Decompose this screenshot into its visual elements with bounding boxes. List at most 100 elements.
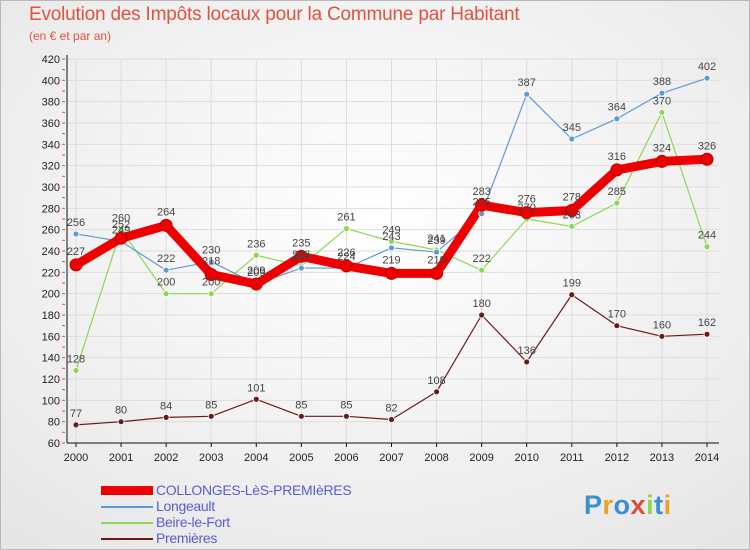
point-collonges — [204, 267, 218, 281]
logo-letter: x — [630, 490, 647, 520]
data-label-longeault: 249 — [112, 224, 130, 236]
data-label-collonges: 209 — [247, 265, 265, 277]
point-collonges — [69, 258, 83, 272]
point-premieres — [252, 395, 260, 403]
point-beire — [658, 108, 666, 116]
point-beire — [478, 266, 486, 274]
x-tick-label: 2002 — [154, 452, 178, 464]
y-tick-label: 80 — [48, 417, 60, 429]
point-longeault — [72, 230, 80, 238]
data-label-collonges: 278 — [563, 191, 581, 203]
y-tick-label: 380 — [42, 97, 60, 109]
y-tick-label: 140 — [42, 353, 60, 365]
x-tick-label: 2009 — [469, 452, 493, 464]
point-beire — [207, 290, 215, 298]
x-tick-label: 2014 — [695, 452, 719, 464]
data-label-beire: 200 — [157, 277, 175, 289]
data-label-premieres: 85 — [295, 399, 307, 411]
x-tick-label: 2007 — [379, 452, 403, 464]
data-label-collonges: 226 — [337, 247, 355, 259]
point-premieres — [658, 332, 666, 340]
data-label-collonges: 219 — [427, 254, 445, 266]
data-label-collonges: 283 — [472, 186, 490, 198]
y-tick-label: 220 — [42, 267, 60, 279]
point-collonges — [339, 259, 353, 273]
legend-swatch-beire — [101, 522, 153, 524]
data-label-beire: 244 — [698, 230, 716, 242]
data-label-longeault: 224 — [292, 251, 310, 263]
data-label-premieres: 180 — [472, 298, 490, 310]
point-collonges — [520, 206, 534, 220]
data-label-beire: 270 — [518, 202, 536, 214]
x-tick-label: 2012 — [605, 452, 629, 464]
data-label-premieres: 136 — [518, 345, 536, 357]
data-label-longeault: 224 — [337, 251, 355, 263]
point-longeault — [613, 115, 621, 123]
point-premieres — [207, 412, 215, 420]
data-label-collonges: 235 — [292, 237, 310, 249]
point-premieres — [433, 388, 440, 396]
data-label-longeault: 222 — [157, 253, 175, 265]
legend-swatch-longeault — [101, 506, 153, 508]
point-longeault — [523, 90, 531, 98]
data-label-beire: 241 — [427, 233, 445, 245]
data-label-premieres: 85 — [205, 399, 217, 411]
x-tick-label: 2013 — [650, 452, 674, 464]
y-tick-label: 400 — [42, 75, 60, 87]
point-collonges — [385, 266, 398, 280]
data-label-premieres: 199 — [563, 278, 581, 290]
point-premieres — [297, 412, 305, 420]
data-label-longeault: 388 — [653, 76, 671, 88]
data-label-beire: 285 — [608, 186, 626, 198]
y-tick-label: 360 — [42, 118, 60, 130]
point-beire — [388, 237, 395, 245]
point-longeault — [568, 135, 576, 143]
data-label-beire: 200 — [202, 277, 220, 289]
data-label-premieres: 170 — [608, 309, 626, 321]
data-label-collonges: 326 — [698, 140, 716, 152]
point-collonges — [700, 152, 714, 166]
point-collonges — [565, 203, 579, 217]
point-collonges — [114, 231, 128, 245]
point-collonges — [610, 163, 624, 177]
data-label-premieres: 108 — [427, 375, 445, 387]
data-label-longeault: 239 — [427, 235, 445, 247]
data-label-premieres: 162 — [698, 317, 716, 329]
x-tick-label: 2004 — [244, 452, 268, 464]
x-tick-label: 2006 — [334, 452, 358, 464]
point-premieres — [703, 330, 711, 338]
y-tick-label: 180 — [42, 310, 60, 322]
legend-swatch-premieres — [101, 538, 153, 540]
point-beire — [568, 223, 576, 230]
data-label-premieres: 82 — [385, 403, 397, 415]
logo-letter: i — [663, 490, 672, 520]
point-longeault — [433, 248, 440, 256]
point-beire — [613, 199, 621, 207]
legend-swatch-collonges — [101, 486, 153, 495]
logo-letter: o — [613, 490, 631, 520]
x-tick-label: 2011 — [560, 452, 584, 464]
point-premieres — [162, 413, 170, 421]
data-label-collonges: 264 — [157, 206, 175, 218]
data-label-longeault: 256 — [67, 217, 85, 229]
data-label-longeault: 275 — [472, 197, 490, 209]
data-label-premieres: 80 — [115, 405, 127, 417]
data-label-beire: 128 — [67, 353, 85, 365]
data-label-longeault: 364 — [608, 102, 626, 114]
point-premieres — [613, 322, 621, 330]
data-label-longeault: 243 — [382, 231, 400, 243]
point-premieres — [478, 311, 486, 319]
legend-label-premieres: Premières — [156, 530, 218, 546]
data-label-collonges: 227 — [67, 246, 85, 258]
point-longeault — [297, 264, 305, 272]
point-premieres — [72, 421, 80, 429]
data-label-beire: 370 — [653, 95, 671, 107]
x-tick-label: 2001 — [109, 452, 133, 464]
point-premieres — [117, 418, 125, 426]
legend-label-collonges: COLLONGES-LèS-PREMIèRES — [156, 482, 352, 498]
logo-letter: P — [584, 490, 603, 520]
data-label-collonges: 218 — [202, 255, 220, 267]
data-label-beire: 260 — [112, 213, 130, 225]
point-longeault — [658, 89, 666, 97]
